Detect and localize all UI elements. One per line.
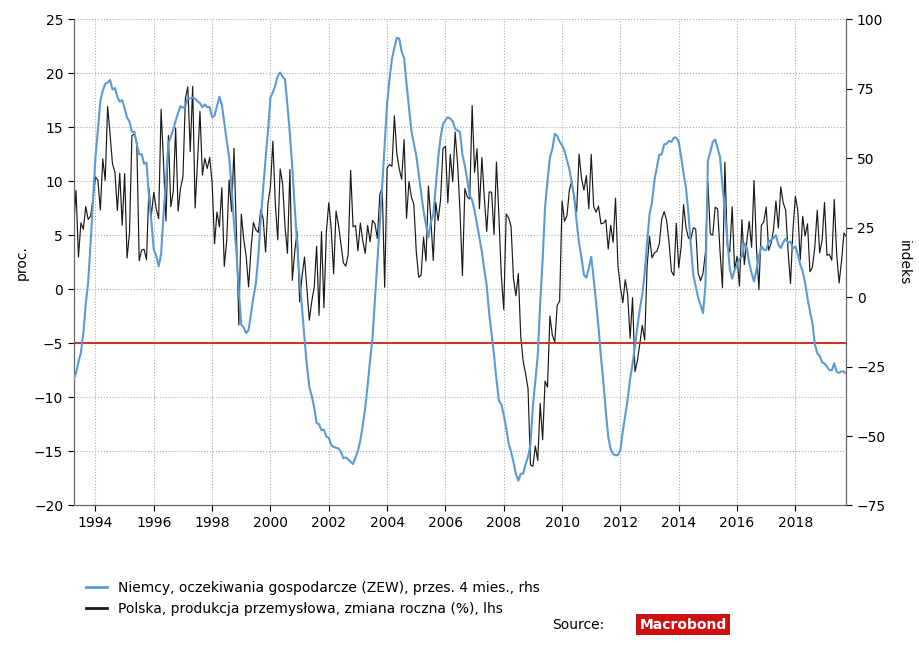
Text: Source:: Source: <box>551 618 604 632</box>
Y-axis label: indeks: indeks <box>896 240 910 285</box>
Y-axis label: proc.: proc. <box>15 245 28 280</box>
Legend: Niemcy, oczekiwania gospodarcze (ZEW), przes. 4 mies., rhs, Polska, produkcja pr: Niemcy, oczekiwania gospodarcze (ZEW), p… <box>81 575 545 621</box>
Text: Macrobond: Macrobond <box>639 618 726 632</box>
